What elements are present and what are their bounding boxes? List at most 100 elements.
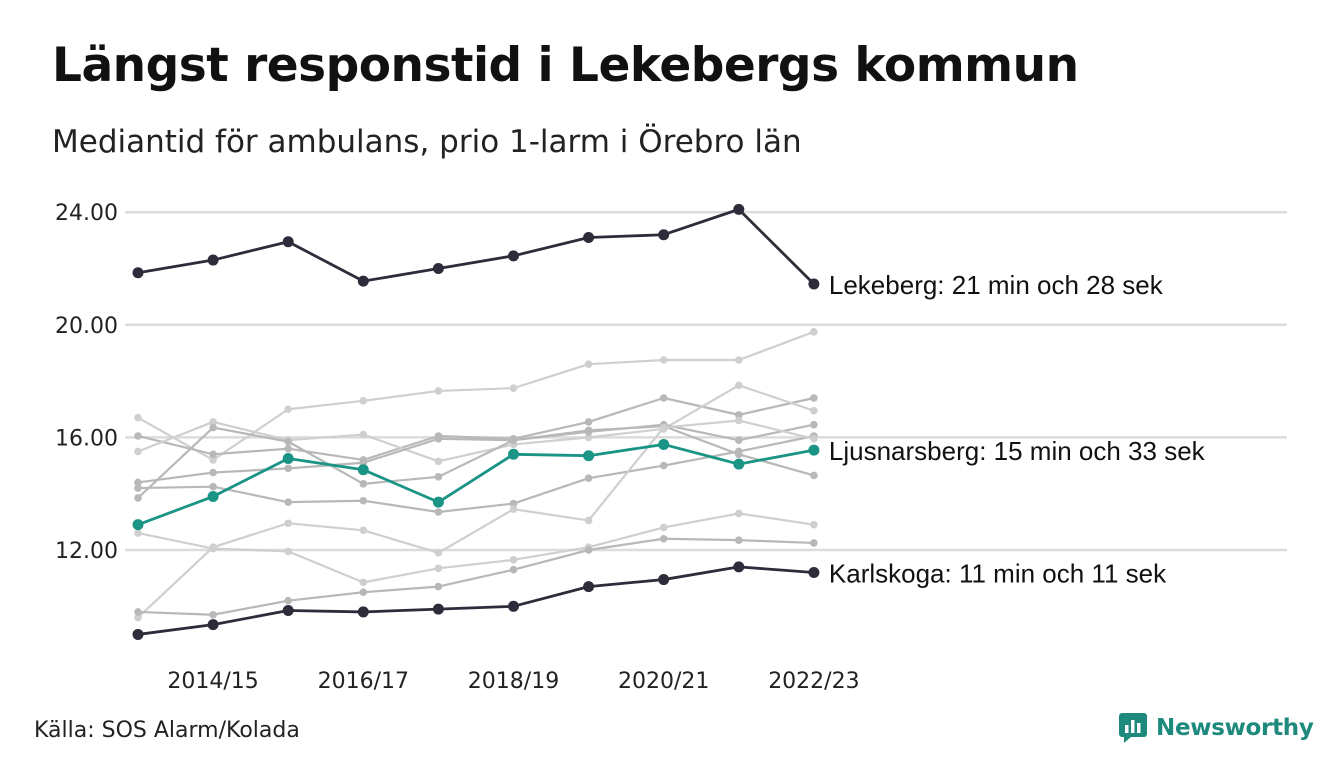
background-series-9-point bbox=[584, 546, 593, 554]
series-ljusnarsberg-point bbox=[733, 458, 745, 470]
background-series-5-line bbox=[137, 425, 815, 499]
background-series-6-point bbox=[134, 484, 142, 492]
y-tick-label: 20.00 bbox=[55, 314, 118, 339]
background-series-2-point bbox=[735, 411, 743, 419]
background-series-5-point bbox=[209, 423, 217, 432]
background-series-9-point bbox=[134, 608, 142, 616]
newsworthy-logo-icon bbox=[1119, 713, 1147, 743]
background-series-3-point bbox=[359, 430, 368, 439]
background-series-9-point bbox=[284, 596, 293, 605]
background-series-3-line bbox=[137, 384, 815, 463]
background-series-3-point bbox=[810, 406, 818, 415]
background-series-2-point bbox=[584, 418, 593, 426]
series-karlskoga-point bbox=[132, 628, 144, 640]
background-series-5-point bbox=[584, 426, 593, 435]
background-series-8-point bbox=[659, 523, 668, 532]
background-series-7-point bbox=[434, 549, 443, 557]
background-series-4-point bbox=[209, 468, 217, 477]
background-series-4-line bbox=[137, 423, 815, 484]
series-lekeberg-point bbox=[432, 263, 444, 274]
background-series-9-point bbox=[434, 582, 443, 591]
background-series-6-point bbox=[735, 447, 743, 456]
background-series-5-point bbox=[434, 473, 443, 481]
brand: Newsworthy bbox=[1118, 712, 1314, 744]
series-ljusnarsberg-point bbox=[132, 519, 144, 531]
background-series-4-point bbox=[810, 420, 818, 429]
background-series-2-point bbox=[134, 432, 142, 440]
series-lekeberg-line bbox=[137, 207, 815, 285]
background-series-6-point bbox=[659, 461, 668, 470]
background-series-1-line bbox=[137, 330, 815, 462]
background-series-8-point bbox=[735, 509, 743, 518]
background-series-8-point bbox=[810, 520, 818, 529]
series-lekeberg-point bbox=[357, 275, 369, 287]
series-karlskoga-point bbox=[357, 606, 369, 618]
x-tick-label: 2020/21 bbox=[618, 669, 709, 694]
background-series-7-point bbox=[359, 526, 368, 535]
series-lekeberg-point bbox=[583, 232, 595, 244]
series-ljusnarsberg-point bbox=[357, 464, 369, 476]
background-series-9-line bbox=[137, 537, 814, 616]
background-series-6-point bbox=[209, 482, 217, 491]
series-karlskoga-point bbox=[583, 581, 595, 593]
background-series-7-point bbox=[134, 613, 142, 622]
x-tick-label: 2022/23 bbox=[768, 669, 859, 694]
background-series-4-point bbox=[434, 435, 443, 443]
x-axis: 2014/15 2016/17 2018/19 2020/21 2022/23 bbox=[167, 669, 859, 694]
background-series-6-line bbox=[137, 434, 815, 514]
background-series-7-point bbox=[735, 416, 743, 425]
series-ljusnarsberg-label: Ljusnarsberg: 15 min och 33 sek bbox=[829, 436, 1206, 466]
series-ljusnarsberg-line bbox=[137, 443, 815, 526]
y-tick-label: 24.00 bbox=[55, 201, 118, 226]
background-series-2-point bbox=[284, 444, 293, 453]
series-ljusnarsberg-point bbox=[207, 491, 219, 503]
background-series-6-point bbox=[284, 498, 293, 506]
background-series-4-point bbox=[134, 478, 142, 487]
background-series-7-point bbox=[810, 435, 818, 443]
background-series-5-point bbox=[134, 494, 142, 502]
y-tick-label: 12.00 bbox=[55, 539, 118, 564]
chart-subtitle: Mediantid för ambulans, prio 1-larm i Ör… bbox=[52, 124, 802, 160]
background-series-9-point bbox=[735, 536, 743, 544]
x-tick-label: 2016/17 bbox=[318, 669, 409, 694]
series-labels: Lekeberg: 21 min och 28 sek Ljusnarsberg:… bbox=[829, 270, 1206, 589]
background-series-8-point bbox=[134, 529, 142, 537]
background-series-5-point bbox=[509, 436, 518, 445]
y-tick-label: 16.00 bbox=[55, 426, 118, 451]
background-series-8-point bbox=[509, 556, 518, 564]
background-series-4-point bbox=[735, 436, 743, 445]
background-series-1-point bbox=[359, 397, 368, 405]
highlighted-series bbox=[132, 203, 820, 640]
background-series-5-point bbox=[284, 437, 293, 446]
background-series-2-point bbox=[810, 394, 818, 402]
background-series-6-point bbox=[584, 474, 593, 483]
background-series-5-point bbox=[359, 480, 368, 488]
background-series-8-point bbox=[284, 547, 293, 556]
series-karlskoga-point bbox=[658, 574, 670, 586]
background-series-7-line bbox=[137, 419, 815, 619]
background-series-6-point bbox=[509, 499, 518, 508]
series-ljusnarsberg-point bbox=[658, 438, 670, 450]
background-series-3-point bbox=[584, 433, 593, 442]
series-karlskoga-point bbox=[432, 603, 444, 615]
series-ljusnarsberg-point bbox=[508, 448, 519, 460]
background-series-5-point bbox=[810, 471, 818, 480]
grid-layer bbox=[125, 210, 1287, 552]
series-karlskoga-label: Karlskoga: 11 min och 11 sek bbox=[829, 559, 1167, 589]
background-series-7-point bbox=[659, 423, 668, 432]
x-tick-label: 2018/19 bbox=[468, 669, 559, 694]
series-ljusnarsberg-point bbox=[282, 453, 294, 465]
source-note: Källa: SOS Alarm/Kolada bbox=[34, 718, 300, 743]
series-lekeberg-point bbox=[808, 278, 820, 290]
series-karlskoga-line bbox=[137, 565, 815, 636]
series-karlskoga-point bbox=[508, 600, 519, 612]
x-tick-label: 2014/15 bbox=[167, 669, 258, 694]
background-series-1-point bbox=[134, 413, 142, 422]
background-series-6-point bbox=[359, 496, 368, 505]
background-series-1-point bbox=[810, 328, 818, 336]
series-karlskoga-point bbox=[733, 561, 745, 573]
series-ljusnarsberg-point bbox=[583, 450, 595, 462]
background-series-1-point bbox=[584, 360, 593, 369]
background-series-4-point bbox=[284, 464, 293, 473]
background-series-3-point bbox=[735, 381, 743, 390]
